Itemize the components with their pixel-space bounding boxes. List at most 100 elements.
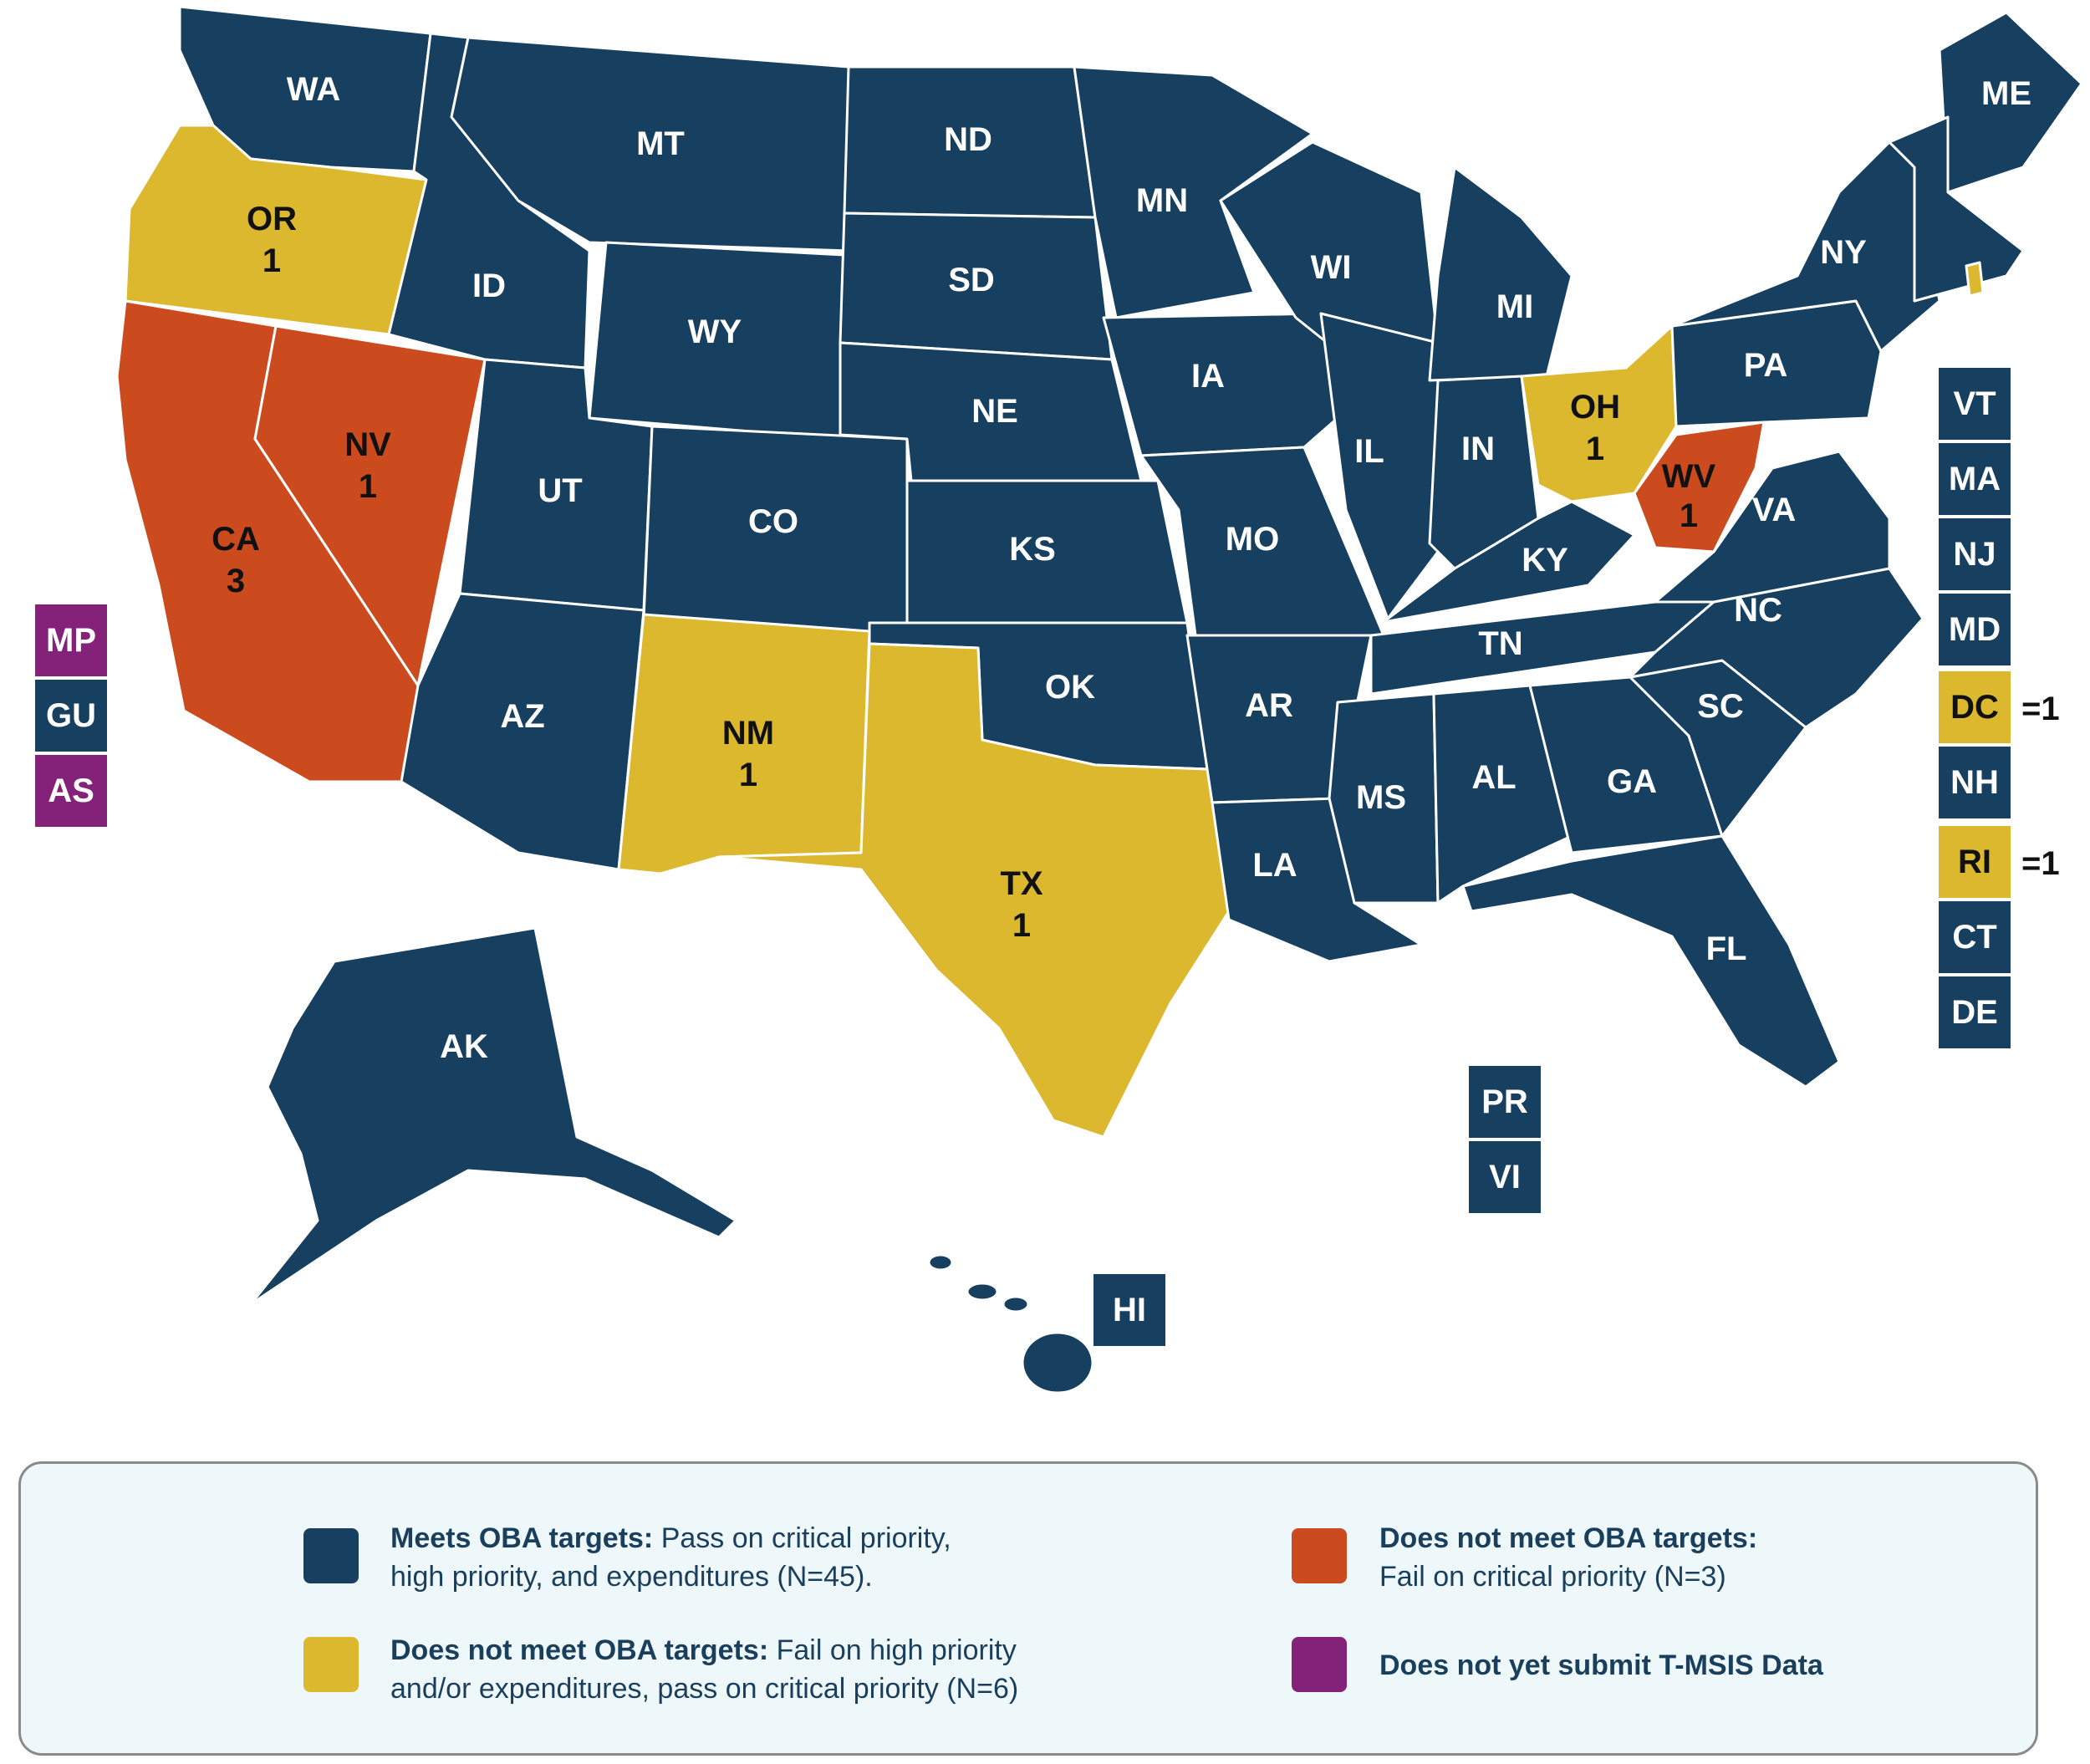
label-ak: AK bbox=[440, 1028, 488, 1065]
label-mt: MT bbox=[636, 125, 685, 162]
legend-swatch-meets bbox=[303, 1528, 359, 1583]
legend-meets-bold: Meets OBA targets: bbox=[390, 1522, 654, 1554]
count-or: 1 bbox=[263, 242, 281, 279]
state-ri-mini bbox=[1965, 261, 1985, 298]
side-box-ma[interactable]: MA bbox=[1939, 443, 2011, 515]
state-labels: WA OR 1 CA 3 NV 1 ID MT WY UT AZ CO NM 1… bbox=[212, 71, 2031, 1065]
legend-cf-line2: Fail on critical priority (N=3) bbox=[1379, 1561, 1726, 1593]
label-nm: NM bbox=[722, 715, 774, 752]
side-box-vt[interactable]: VT bbox=[1939, 368, 2011, 440]
label-oh: OH bbox=[1570, 389, 1620, 426]
state-ia[interactable] bbox=[1102, 312, 1339, 457]
territory-mp-label: MP bbox=[46, 621, 96, 659]
label-mo: MO bbox=[1226, 521, 1279, 558]
label-al: AL bbox=[1471, 759, 1516, 796]
label-wy: WY bbox=[688, 314, 742, 350]
label-tn: TN bbox=[1478, 625, 1522, 662]
side-box-ct[interactable]: CT bbox=[1939, 901, 2011, 973]
state-ak[interactable] bbox=[249, 926, 737, 1306]
state-wv[interactable] bbox=[1633, 421, 1766, 553]
state-va[interactable] bbox=[1654, 450, 1891, 604]
side-box-dc-count: =1 bbox=[2021, 691, 2060, 727]
legend-text-high-priority-fail: Does not meet OBA targets: Fail on high … bbox=[390, 1631, 1076, 1708]
label-wa: WA bbox=[287, 71, 340, 108]
state-oh[interactable] bbox=[1520, 324, 1678, 503]
us-map: WA OR 1 CA 3 NV 1 ID MT WY UT AZ CO NM 1… bbox=[115, 5, 2083, 1394]
label-pa: PA bbox=[1744, 347, 1788, 384]
label-az: AZ bbox=[500, 698, 544, 735]
legend-swatch-critical-fail bbox=[1292, 1528, 1347, 1583]
state-il[interactable] bbox=[1319, 312, 1440, 620]
label-ny: NY bbox=[1820, 234, 1867, 271]
side-box-dc[interactable]: DC bbox=[1939, 671, 2011, 743]
side-box-nj-label: NJ bbox=[1953, 535, 1996, 573]
territory-vi-label: VI bbox=[1489, 1158, 1521, 1196]
label-ms: MS bbox=[1356, 779, 1406, 816]
legend-hp-bold: Does not meet OBA targets: bbox=[390, 1634, 769, 1666]
label-sd: SD bbox=[948, 262, 995, 298]
label-il: IL bbox=[1354, 433, 1384, 470]
label-ut: UT bbox=[538, 472, 582, 509]
side-box-md-label: MD bbox=[1948, 610, 2001, 648]
state-mi[interactable] bbox=[1428, 166, 1573, 382]
label-nc: NC bbox=[1734, 592, 1782, 629]
count-wv: 1 bbox=[1680, 497, 1698, 534]
state-al[interactable] bbox=[1432, 684, 1573, 905]
territory-pr[interactable]: PR bbox=[1469, 1066, 1541, 1138]
legend-swatch-high-priority-fail bbox=[303, 1637, 359, 1692]
side-box-de[interactable]: DE bbox=[1939, 976, 2011, 1048]
side-box-md[interactable]: MD bbox=[1939, 594, 2011, 665]
label-ar: AR bbox=[1245, 687, 1293, 724]
side-box-dc-label: DC bbox=[1950, 688, 1999, 726]
state-fl[interactable] bbox=[1461, 834, 1841, 1088]
territory-as[interactable]: AS bbox=[35, 755, 107, 827]
territory-vi[interactable]: VI bbox=[1469, 1141, 1541, 1213]
state-ky[interactable] bbox=[1378, 500, 1636, 625]
legend-hp-line2: and/or expenditures, pass on critical pr… bbox=[390, 1673, 1019, 1705]
label-ky: KY bbox=[1522, 542, 1568, 579]
state-ms[interactable] bbox=[1328, 692, 1440, 905]
legend-text-critical-fail: Does not meet OBA targets: Fail on criti… bbox=[1379, 1519, 2065, 1596]
label-ks: KS bbox=[1009, 531, 1056, 568]
label-or: OR bbox=[247, 201, 297, 237]
label-nd: ND bbox=[944, 121, 992, 158]
territory-as-label: AS bbox=[48, 772, 94, 809]
territory-gu-label: GU bbox=[46, 696, 96, 734]
territory-mp[interactable]: MP bbox=[35, 604, 107, 676]
side-box-ri-count: =1 bbox=[2021, 845, 2060, 882]
label-co: CO bbox=[748, 503, 798, 540]
label-la: LA bbox=[1252, 847, 1297, 884]
hi-box[interactable]: HI bbox=[1093, 1274, 1165, 1346]
count-nv: 1 bbox=[359, 468, 377, 505]
label-me: ME bbox=[1981, 75, 2031, 112]
legend-swatch-no-data bbox=[1292, 1637, 1347, 1692]
state-tx[interactable] bbox=[717, 642, 1231, 1139]
legend-text-no-data: Does not yet submit T-MSIS Data bbox=[1379, 1646, 2065, 1685]
state-hi[interactable] bbox=[927, 1253, 1094, 1394]
label-mn: MN bbox=[1136, 182, 1188, 219]
count-tx: 1 bbox=[1012, 907, 1031, 944]
label-ia: IA bbox=[1191, 358, 1225, 395]
state-mn[interactable] bbox=[1073, 65, 1314, 319]
label-nv: NV bbox=[344, 426, 391, 463]
side-box-ma-label: MA bbox=[1948, 460, 2001, 497]
side-box-ri[interactable]: RI bbox=[1939, 826, 2011, 898]
side-box-vt-label: VT bbox=[1953, 385, 1996, 422]
side-box-ct-label: CT bbox=[1952, 918, 1997, 956]
side-box-nj[interactable]: NJ bbox=[1939, 518, 2011, 590]
territory-gu[interactable]: GU bbox=[35, 680, 107, 752]
legend-hp-rest: Fail on high priority bbox=[768, 1634, 1017, 1666]
legend-cf-bold: Does not meet OBA targets: bbox=[1379, 1522, 1758, 1554]
legend-meets-line2: high priority, and expenditures (N=45). bbox=[390, 1561, 873, 1593]
label-ne: NE bbox=[971, 393, 1018, 430]
label-ca: CA bbox=[212, 521, 260, 558]
legend-text-meets: Meets OBA targets: Pass on critical prio… bbox=[390, 1519, 1076, 1596]
label-tx: TX bbox=[1000, 865, 1042, 902]
label-fl: FL bbox=[1706, 930, 1747, 967]
count-oh: 1 bbox=[1586, 431, 1604, 467]
label-va: VA bbox=[1752, 492, 1797, 528]
label-ga: GA bbox=[1607, 763, 1657, 800]
count-nm: 1 bbox=[739, 757, 757, 793]
side-box-nh[interactable]: NH bbox=[1939, 747, 2011, 818]
label-wv: WV bbox=[1662, 458, 1716, 495]
